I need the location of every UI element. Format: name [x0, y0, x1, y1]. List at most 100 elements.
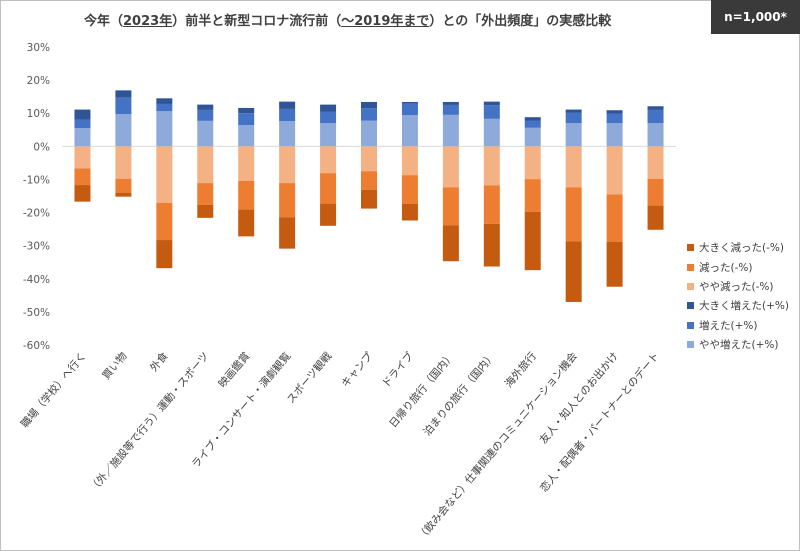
bar-segment [320, 123, 337, 147]
title-prefix: 今年（ [84, 14, 124, 29]
bar-segment [647, 109, 664, 124]
bar-segment [74, 185, 91, 202]
x-category-label: 買い物 [99, 350, 129, 382]
bar-segment [565, 112, 582, 124]
bar-segment [197, 104, 214, 110]
bar-segment [115, 146, 132, 179]
bar-segment [442, 187, 459, 226]
bar-segment [279, 121, 296, 147]
x-category-label: ドライブ [379, 349, 416, 390]
bar-segment [524, 127, 541, 147]
bar-segment [197, 204, 214, 218]
legend-label: 減った(-%) [699, 261, 753, 274]
bar-segment [156, 98, 173, 104]
bar-segment [197, 120, 214, 147]
bar-segment [524, 117, 541, 121]
bar-segment [197, 183, 214, 205]
bar-segment [238, 125, 255, 147]
bar-segment [74, 109, 91, 120]
y-tick-label: 0% [33, 141, 50, 153]
bar-segment [401, 146, 418, 176]
legend-swatch [687, 263, 694, 271]
bar-segment [401, 115, 418, 147]
bar-segment [647, 123, 664, 147]
bar-segment [74, 146, 91, 169]
bar-segment [361, 108, 377, 121]
bar-segment [279, 217, 296, 249]
bar-segment [238, 146, 255, 181]
bar-segment [115, 97, 132, 115]
y-tick-label: 20% [27, 75, 50, 87]
x-category-label: 友人・知人とのお出かけ [537, 350, 621, 447]
legend-label: 増えた(+%) [699, 319, 758, 332]
bar-segment [320, 146, 337, 174]
bar-segment [442, 114, 459, 147]
bar-segment [483, 105, 500, 119]
bar-segment [115, 192, 132, 197]
legend-item: やや減った(-%) [687, 277, 789, 296]
bar-segment [565, 123, 582, 147]
bar-segment [197, 146, 214, 184]
bar-segment [156, 111, 173, 147]
bar-segment [320, 203, 337, 226]
y-tick-label: -40% [23, 274, 50, 286]
title-period: ～2019年まで [341, 14, 430, 29]
bar-segment [279, 108, 296, 122]
bar-segment [606, 110, 623, 114]
y-tick-label: -30% [23, 241, 50, 253]
bar-segment [483, 146, 500, 186]
bar-segment [565, 187, 582, 242]
bar-segment [483, 118, 500, 147]
x-category-label: 泊まりの旅行（国内） [421, 350, 498, 439]
bar-segment [361, 101, 377, 109]
y-tick-label: -50% [23, 307, 50, 319]
x-category-label: 職場（学校）へ行く [18, 350, 89, 431]
legend-label: やや減った(-%) [699, 280, 774, 293]
bar-segment [401, 101, 418, 104]
bar-segment [401, 175, 418, 204]
legend-item: やや増えた(+%) [687, 335, 789, 354]
x-category-label: 海外旅行 [502, 349, 539, 390]
y-tick-label: 10% [27, 108, 50, 120]
bar-segment [156, 202, 173, 241]
bar-segment [115, 178, 132, 193]
legend-swatch [687, 244, 694, 252]
bar-segment [442, 146, 459, 188]
legend-swatch [687, 341, 694, 349]
bar-segment [320, 111, 337, 124]
bar-segment [483, 223, 500, 267]
bar-segment [320, 104, 337, 112]
bar-segment [74, 119, 91, 129]
bar-segment [115, 90, 132, 98]
chart-legend: 大きく減った(-%) 減った(-%) やや減った(-%) 大きく増えた(+%) 増えた(… [687, 238, 789, 354]
bar-segment [238, 113, 255, 126]
bar-segment [156, 146, 173, 203]
bar-segment [320, 173, 337, 204]
bar-segment [647, 146, 664, 179]
bar-segment [197, 109, 214, 121]
bar-segment [565, 241, 582, 302]
bar-segment [565, 109, 582, 113]
legend-label: 大きく減った(-%) [699, 242, 784, 255]
bar-segment [524, 120, 541, 128]
chart-title: 今年（2023年）前半と新型コロナ流行前（～2019年まで）との「外出頻度」の実… [84, 10, 611, 29]
bar-segment [238, 180, 255, 210]
bar-segment [483, 185, 500, 224]
bar-segment [279, 101, 296, 109]
title-year: 2023年 [123, 14, 173, 29]
sample-size-badge: n=1,000* [711, 0, 800, 34]
bar-segment [524, 179, 541, 212]
bar-segment [74, 168, 91, 186]
bar-segment [361, 146, 377, 172]
bar-segment [606, 146, 623, 195]
bar-segment [279, 183, 296, 218]
legend-item: 減った(-%) [687, 257, 789, 276]
bar-segment [606, 194, 623, 242]
bar-segment [74, 128, 91, 147]
legend-item: 増えた(+%) [687, 316, 789, 335]
bar-segment [361, 189, 377, 209]
title-suffix: ）との「外出頻度」の実感比較 [429, 14, 612, 29]
bar-segment [361, 120, 377, 147]
bar-segment [606, 113, 623, 124]
